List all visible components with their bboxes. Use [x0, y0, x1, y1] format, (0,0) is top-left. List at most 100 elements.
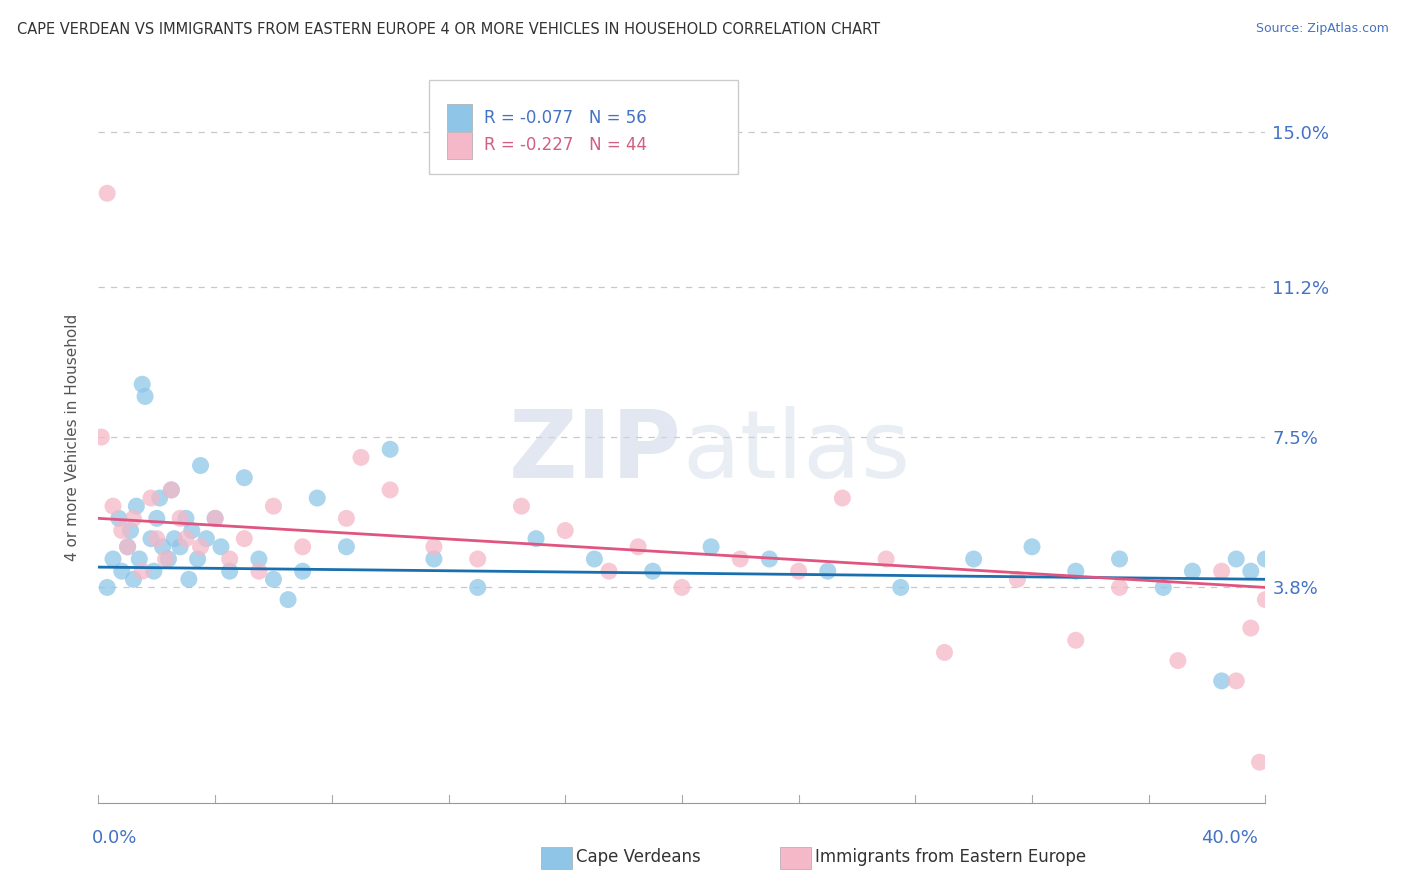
Point [218, 564, 240, 578]
Point [139, 491, 162, 505]
Point [730, 552, 752, 566]
Point [1064, 633, 1087, 648]
Point [1254, 592, 1277, 607]
Point [1211, 564, 1233, 578]
Point [1211, 673, 1233, 688]
Point [641, 564, 664, 578]
Point [146, 511, 169, 525]
Point [117, 540, 139, 554]
Point [291, 540, 314, 554]
Point [160, 483, 183, 497]
Point [146, 532, 169, 546]
Point [380, 442, 402, 457]
Point [163, 532, 186, 546]
Text: Source: ZipAtlas.com: Source: ZipAtlas.com [1256, 22, 1389, 36]
Point [787, 564, 810, 578]
Point [190, 458, 212, 473]
Point [149, 491, 172, 505]
Point [169, 511, 191, 525]
Point [817, 564, 839, 578]
Point [142, 564, 165, 578]
Point [671, 581, 693, 595]
Point [247, 564, 270, 578]
Y-axis label: 4 or more Vehicles in Household: 4 or more Vehicles in Household [65, 313, 80, 561]
Point [233, 532, 256, 546]
Text: Immigrants from Eastern Europe: Immigrants from Eastern Europe [815, 848, 1087, 866]
Point [209, 540, 232, 554]
Point [758, 552, 780, 566]
Point [1167, 654, 1189, 668]
Point [583, 552, 606, 566]
Point [335, 511, 357, 525]
Point [233, 471, 256, 485]
Point [263, 572, 285, 586]
Point [96, 581, 118, 595]
Point [125, 499, 148, 513]
Point [291, 564, 314, 578]
Point [174, 511, 197, 525]
Point [134, 389, 156, 403]
Point [263, 499, 285, 513]
Point [157, 552, 180, 566]
Point [128, 552, 150, 566]
Point [108, 511, 131, 525]
Point [90, 430, 112, 444]
Point [423, 540, 446, 554]
Point [277, 592, 299, 607]
Point [890, 581, 912, 595]
Text: Cape Verdeans: Cape Verdeans [576, 848, 702, 866]
Point [467, 581, 489, 595]
Point [195, 532, 218, 546]
Point [1240, 621, 1263, 635]
Point [1240, 564, 1263, 578]
Point [524, 532, 547, 546]
Point [831, 491, 853, 505]
Text: atlas: atlas [682, 406, 910, 498]
Point [1249, 755, 1271, 769]
Point [598, 564, 620, 578]
Point [1064, 564, 1087, 578]
Point [1225, 673, 1247, 688]
Point [307, 491, 329, 505]
Point [152, 540, 174, 554]
Point [204, 511, 226, 525]
Point [117, 540, 139, 554]
Text: 40.0%: 40.0% [1202, 830, 1258, 847]
Point [111, 564, 134, 578]
Point [96, 186, 118, 201]
Point [350, 450, 373, 465]
Point [155, 552, 177, 566]
Text: R = -0.077   N = 56: R = -0.077 N = 56 [484, 109, 647, 127]
Point [131, 377, 153, 392]
Text: 0.0%: 0.0% [91, 830, 136, 847]
Point [1152, 581, 1174, 595]
Point [554, 524, 576, 538]
Point [169, 540, 191, 554]
Text: ZIP: ZIP [509, 406, 682, 498]
Point [174, 532, 197, 546]
Point [177, 572, 200, 586]
Point [122, 511, 145, 525]
Point [510, 499, 533, 513]
Text: CAPE VERDEAN VS IMMIGRANTS FROM EASTERN EUROPE 4 OR MORE VEHICLES IN HOUSEHOLD C: CAPE VERDEAN VS IMMIGRANTS FROM EASTERN … [17, 22, 880, 37]
Point [1007, 572, 1029, 586]
Point [122, 572, 145, 586]
Point [120, 524, 142, 538]
Point [875, 552, 897, 566]
Text: R = -0.227   N = 44: R = -0.227 N = 44 [484, 136, 647, 154]
Point [1021, 540, 1043, 554]
Point [1108, 581, 1130, 595]
Point [131, 564, 153, 578]
Point [247, 552, 270, 566]
Point [218, 552, 240, 566]
Point [139, 532, 162, 546]
Point [1225, 552, 1247, 566]
Point [1181, 564, 1204, 578]
Point [423, 552, 446, 566]
Point [962, 552, 984, 566]
Point [204, 511, 226, 525]
Point [934, 645, 956, 659]
Point [467, 552, 489, 566]
Point [190, 540, 212, 554]
Point [380, 483, 402, 497]
